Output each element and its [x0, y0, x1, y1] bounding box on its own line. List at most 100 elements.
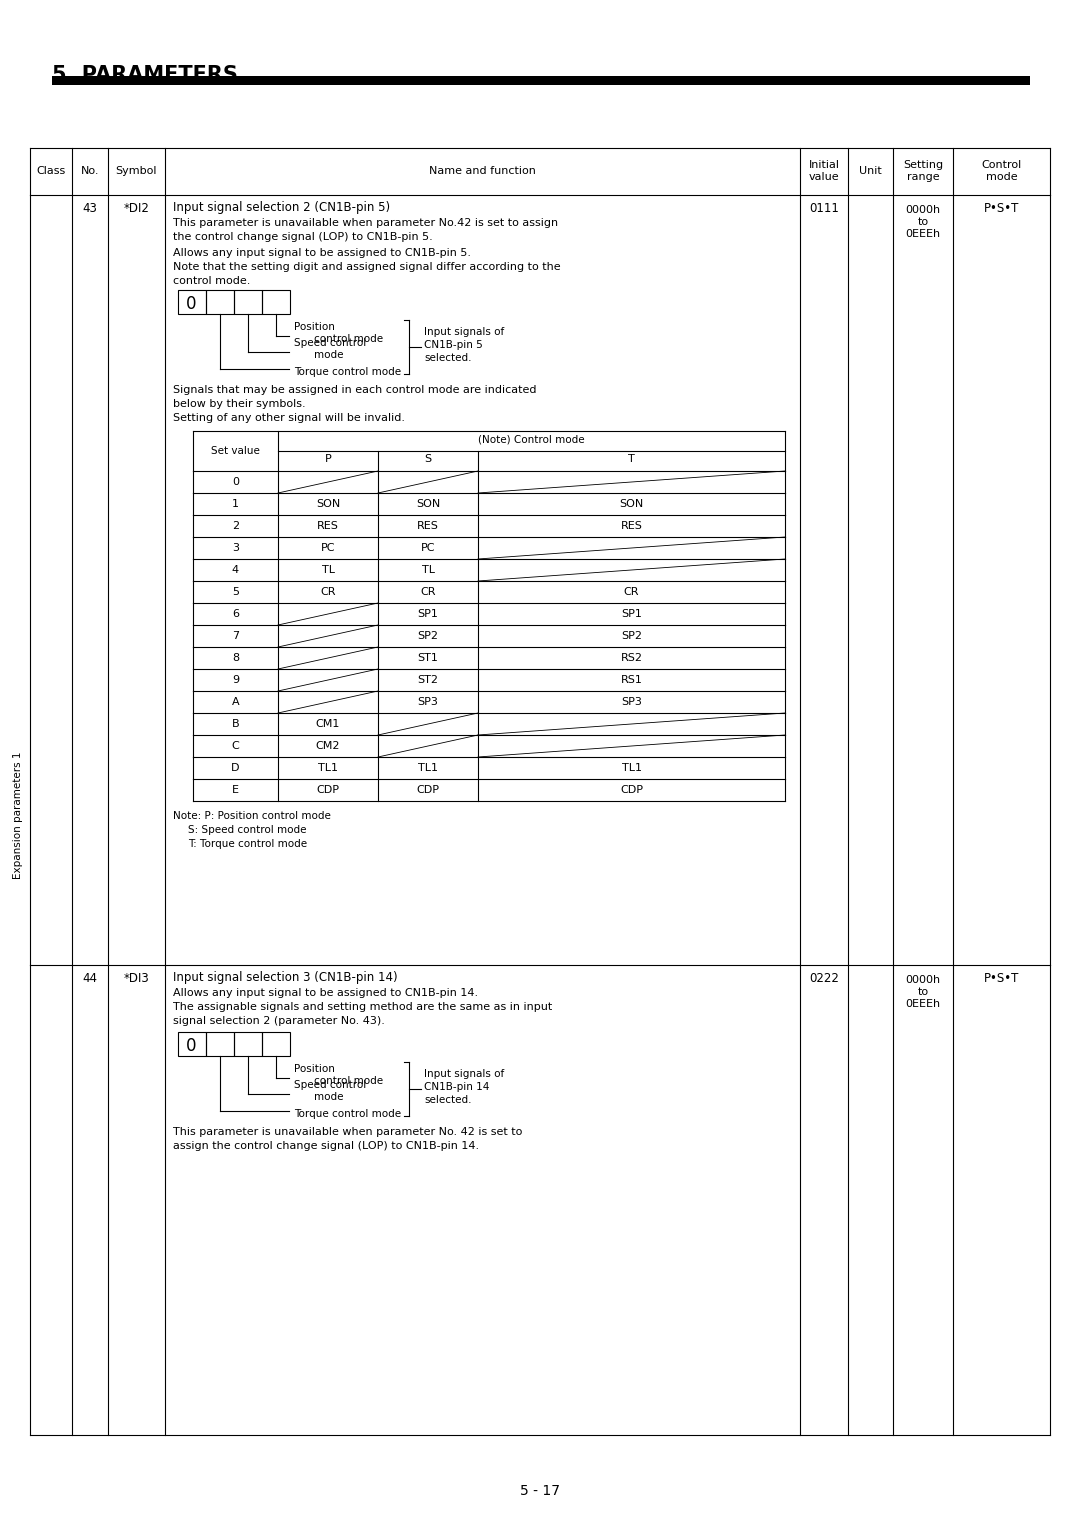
Bar	[178, 290, 206, 313]
Text: The assignable signals and setting method are the same as in input: The assignable signals and setting metho…	[173, 1002, 552, 1012]
Text: 0000h: 0000h	[905, 205, 941, 215]
Text: 0: 0	[186, 295, 197, 313]
Text: selected.: selected.	[424, 1096, 472, 1105]
Text: SON: SON	[416, 500, 441, 509]
Text: Allows any input signal to be assigned to CN1B-pin 5.: Allows any input signal to be assigned t…	[173, 248, 471, 258]
Text: CM2: CM2	[315, 741, 340, 750]
Text: 1: 1	[232, 500, 239, 509]
Text: PC: PC	[421, 542, 435, 553]
Bar	[206, 1031, 234, 1056]
Text: TL: TL	[322, 565, 335, 575]
Text: Setting of any other signal will be invalid.: Setting of any other signal will be inva…	[173, 413, 405, 423]
Text: control mode: control mode	[314, 1076, 383, 1086]
Text: Position: Position	[294, 322, 335, 332]
Text: Note: P: Position control mode: Note: P: Position control mode	[173, 811, 330, 821]
Text: CDP: CDP	[316, 785, 339, 795]
Bar	[234, 1031, 262, 1056]
Text: Initial: Initial	[809, 159, 839, 170]
Bar	[206, 290, 234, 313]
Text: Note that the setting digit and assigned signal differ according to the: Note that the setting digit and assigned…	[173, 261, 561, 272]
Bar	[178, 1031, 206, 1056]
Text: A: A	[232, 697, 240, 707]
Text: range: range	[907, 171, 940, 182]
Text: Torque control mode: Torque control mode	[294, 1109, 401, 1118]
Text: 0EEEh: 0EEEh	[905, 229, 941, 238]
Text: This parameter is unavailable when parameter No. 42 is set to: This parameter is unavailable when param…	[173, 1128, 523, 1137]
Text: selected.: selected.	[424, 353, 472, 364]
Text: CDP: CDP	[417, 785, 440, 795]
Text: SP1: SP1	[621, 610, 642, 619]
Text: E: E	[232, 785, 239, 795]
Text: 6: 6	[232, 610, 239, 619]
Text: ST1: ST1	[418, 652, 438, 663]
Text: RES: RES	[417, 521, 438, 532]
Bar	[234, 290, 262, 313]
Text: control mode.: control mode.	[173, 277, 251, 286]
Text: to: to	[917, 987, 929, 996]
Text: RS1: RS1	[621, 675, 643, 685]
Text: 2: 2	[232, 521, 239, 532]
Text: SP3: SP3	[621, 697, 642, 707]
Text: Input signals of: Input signals of	[424, 1070, 504, 1079]
Text: *DI3: *DI3	[123, 972, 149, 986]
Text: Speed control: Speed control	[294, 338, 366, 348]
Text: This parameter is unavailable when parameter No.42 is set to assign: This parameter is unavailable when param…	[173, 219, 558, 228]
Text: Allows any input signal to be assigned to CN1B-pin 14.: Allows any input signal to be assigned t…	[173, 989, 478, 998]
Text: below by their symbols.: below by their symbols.	[173, 399, 306, 410]
Text: P•S•T: P•S•T	[984, 972, 1020, 986]
Text: Position: Position	[294, 1063, 335, 1074]
Text: 0111: 0111	[809, 203, 839, 215]
Text: 0: 0	[232, 477, 239, 487]
Text: CDP: CDP	[620, 785, 643, 795]
Text: S: S	[424, 454, 432, 465]
Text: 5. PARAMETERS: 5. PARAMETERS	[52, 66, 238, 86]
Text: RS2: RS2	[621, 652, 643, 663]
Text: P: P	[325, 454, 332, 465]
Text: SON: SON	[315, 500, 340, 509]
Text: D: D	[231, 762, 240, 773]
Text: 9: 9	[232, 675, 239, 685]
Text: SP2: SP2	[621, 631, 642, 642]
Text: control mode: control mode	[314, 335, 383, 344]
Text: 7: 7	[232, 631, 239, 642]
Text: the control change signal (LOP) to CN1B-pin 5.: the control change signal (LOP) to CN1B-…	[173, 232, 433, 241]
Text: (Note) Control mode: (Note) Control mode	[478, 434, 584, 445]
Text: signal selection 2 (parameter No. 43).: signal selection 2 (parameter No. 43).	[173, 1016, 384, 1025]
Text: T: T	[629, 454, 635, 465]
Text: 5 - 17: 5 - 17	[519, 1484, 561, 1497]
Text: CN1B-pin 14: CN1B-pin 14	[424, 1082, 489, 1093]
Text: Input signal selection 3 (CN1B-pin 14): Input signal selection 3 (CN1B-pin 14)	[173, 970, 397, 984]
Text: Speed control: Speed control	[294, 1080, 366, 1089]
Text: 43: 43	[82, 203, 97, 215]
Text: TL: TL	[421, 565, 434, 575]
Text: 0000h: 0000h	[905, 975, 941, 986]
Text: 8: 8	[232, 652, 239, 663]
Text: Name and function: Name and function	[429, 167, 536, 177]
Text: *DI2: *DI2	[123, 203, 149, 215]
Text: 0: 0	[186, 1038, 197, 1054]
Text: 0222: 0222	[809, 972, 839, 986]
Text: Setting: Setting	[903, 159, 943, 170]
Text: 5: 5	[232, 587, 239, 597]
Text: 3: 3	[232, 542, 239, 553]
Text: S: Speed control mode: S: Speed control mode	[188, 825, 307, 834]
Text: SP1: SP1	[418, 610, 438, 619]
Text: SP2: SP2	[418, 631, 438, 642]
Text: T: Torque control mode: T: Torque control mode	[188, 839, 307, 850]
Text: Set value: Set value	[211, 446, 260, 455]
Text: RES: RES	[318, 521, 339, 532]
Text: TL1: TL1	[418, 762, 438, 773]
Text: No.: No.	[81, 167, 99, 177]
Text: TL1: TL1	[621, 762, 642, 773]
Text: CM1: CM1	[315, 720, 340, 729]
Text: 0EEEh: 0EEEh	[905, 999, 941, 1008]
Bar	[262, 290, 291, 313]
Text: CR: CR	[624, 587, 639, 597]
Text: CR: CR	[321, 587, 336, 597]
Text: SP3: SP3	[418, 697, 438, 707]
Text: TL1: TL1	[318, 762, 338, 773]
Text: value: value	[809, 171, 839, 182]
Text: CN1B-pin 5: CN1B-pin 5	[424, 341, 483, 350]
Text: SON: SON	[619, 500, 644, 509]
Text: CR: CR	[420, 587, 435, 597]
